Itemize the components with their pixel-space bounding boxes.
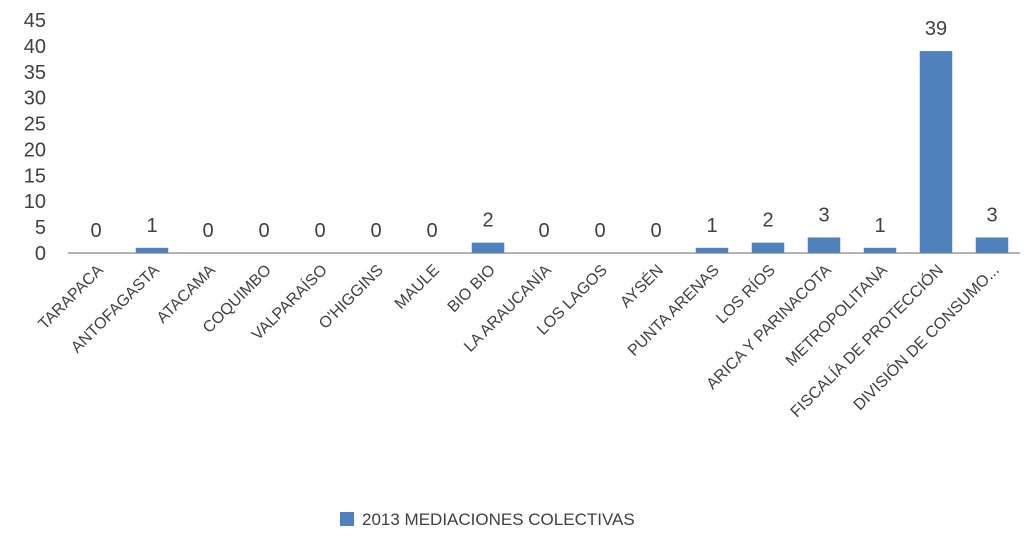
data-label: 2 — [482, 210, 493, 232]
y-tick-label: 0 — [35, 243, 46, 265]
y-tick-label: 35 — [24, 62, 46, 84]
bar — [863, 247, 897, 253]
legend-label: 2013 MEDIACIONES COLECTIVAS — [362, 510, 635, 529]
data-label: 3 — [818, 204, 829, 226]
bar — [751, 242, 785, 253]
x-tick-label: MAULE — [392, 262, 443, 313]
y-tick-label: 5 — [35, 217, 46, 239]
x-tick-label: AYSÉN — [616, 260, 667, 311]
legend-swatch — [340, 512, 354, 526]
y-tick-label: 45 — [24, 10, 46, 32]
bar — [919, 51, 953, 253]
y-tick-label: 40 — [24, 36, 46, 58]
bar — [807, 237, 841, 253]
data-label: 0 — [594, 220, 605, 242]
data-label: 0 — [426, 220, 437, 242]
x-axis: TARAPACAANTOFAGASTAATACAMACOQUIMBOVALPAR… — [35, 252, 1020, 421]
bar — [695, 247, 729, 253]
data-label: 1 — [146, 215, 157, 237]
data-labels: 0 1 0 0 0 0 0 2 0 0 0 1 2 3 1 39 3 — [90, 18, 997, 242]
x-tick-label: BIO BIO — [445, 262, 499, 316]
data-label: 0 — [650, 220, 661, 242]
data-label: 0 — [202, 220, 213, 242]
bar — [135, 247, 169, 253]
data-label: 0 — [538, 220, 549, 242]
data-label: 1 — [706, 215, 717, 237]
data-label: 1 — [874, 215, 885, 237]
data-label: 0 — [258, 220, 269, 242]
legend: 2013 MEDIACIONES COLECTIVAS — [340, 510, 635, 529]
bars — [135, 51, 1009, 253]
y-tick-label: 10 — [24, 191, 46, 213]
data-label: 3 — [986, 204, 997, 226]
data-label: 0 — [370, 220, 381, 242]
x-tick-label: METROPOLITANA — [783, 262, 891, 370]
data-label: 39 — [925, 18, 947, 40]
bar — [471, 242, 505, 253]
data-label: 0 — [314, 220, 325, 242]
bar — [975, 237, 1009, 253]
data-label: 2 — [762, 210, 773, 232]
y-axis: 0 5 10 15 20 25 30 35 40 45 — [24, 10, 46, 265]
y-tick-label: 15 — [24, 165, 46, 187]
y-tick-label: 20 — [24, 139, 46, 161]
y-tick-label: 25 — [24, 114, 46, 136]
data-label: 0 — [90, 220, 101, 242]
y-tick-label: 30 — [24, 88, 46, 110]
